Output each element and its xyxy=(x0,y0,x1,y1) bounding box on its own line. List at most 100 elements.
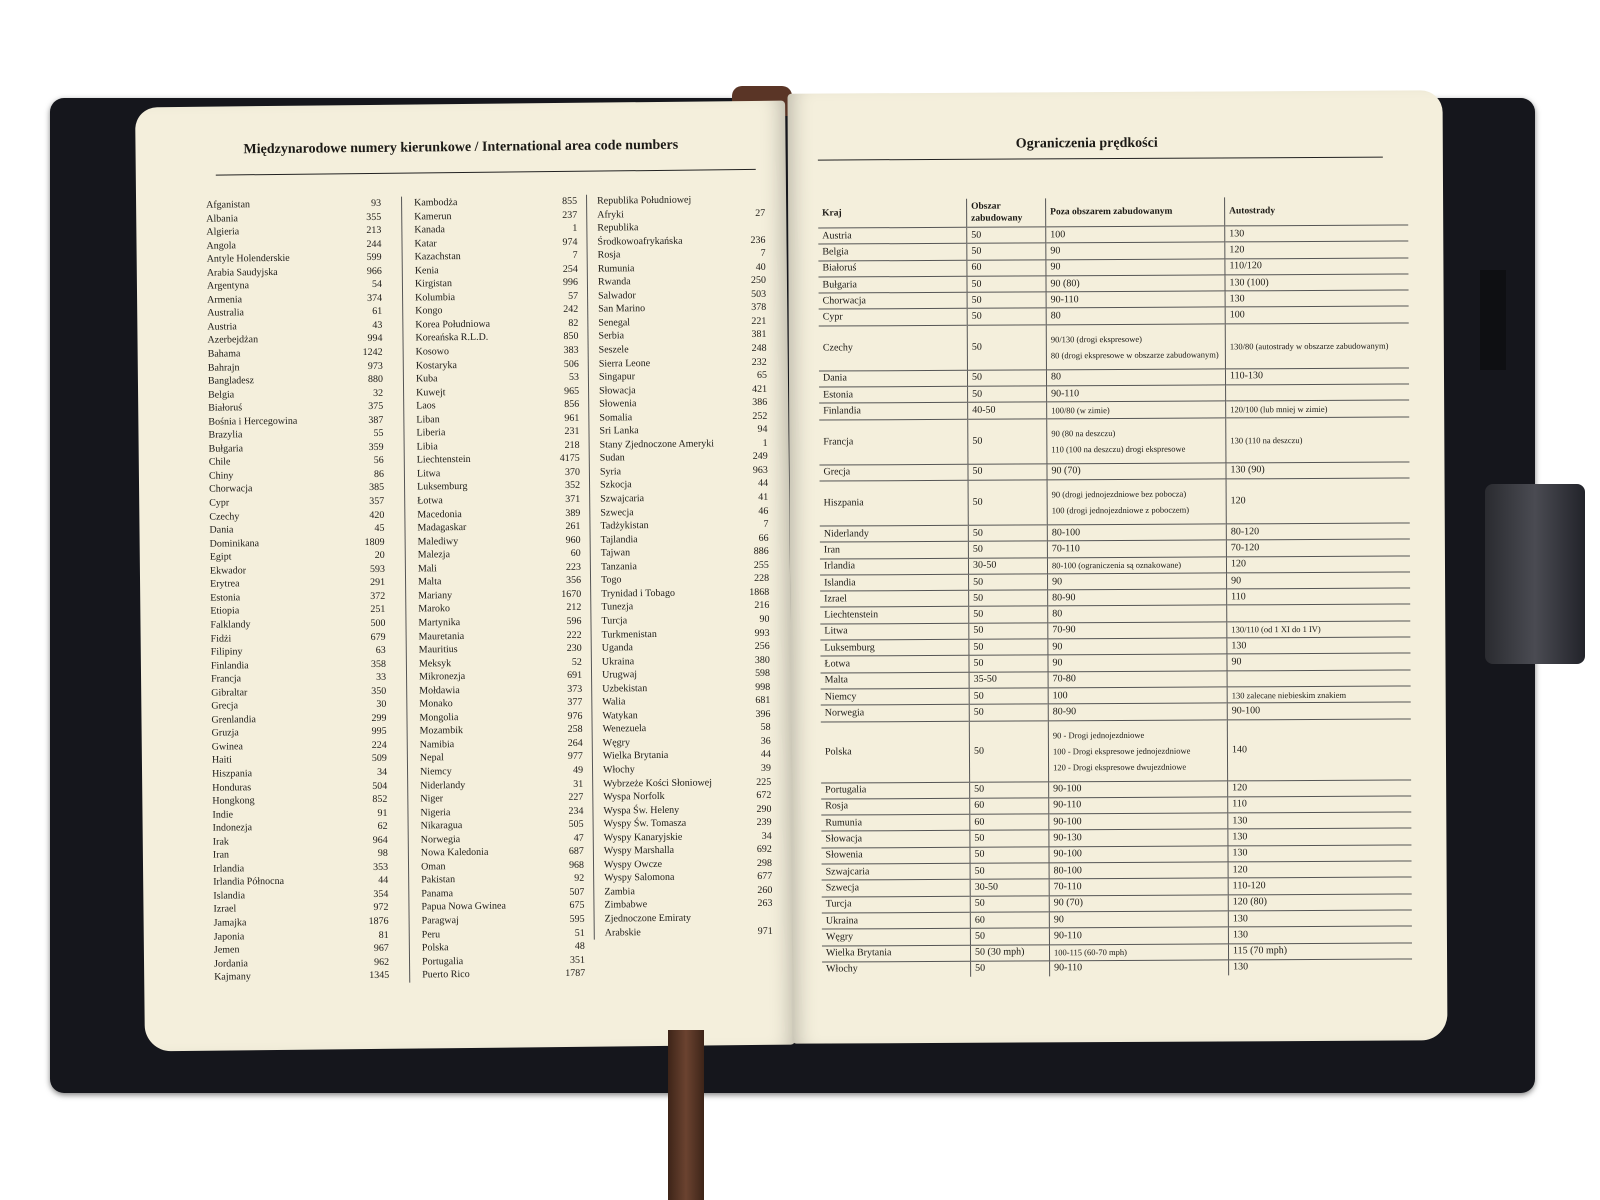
cell-line: 120 xyxy=(1232,863,1248,876)
cell-motorways: 100 xyxy=(1225,306,1409,324)
cell-motorways: 130 xyxy=(1228,909,1412,928)
cell-built-up: 50 xyxy=(969,720,1049,782)
cell-built-up: 60 xyxy=(969,797,1049,815)
header-outside-built-up: Poza obszarem zabudowanym xyxy=(1045,197,1225,227)
country-name: Irlandia xyxy=(212,863,245,875)
dialing-code: 32 xyxy=(373,387,384,399)
dialing-code: 239 xyxy=(756,816,772,829)
country-name: Rumunia xyxy=(597,262,635,275)
cell-motorways: 120 xyxy=(1228,860,1412,879)
country-name: Urugwaj xyxy=(601,669,638,681)
country-name: Indonezja xyxy=(212,822,253,834)
country-name: Macedonia xyxy=(417,508,462,521)
cell-built-up: 50 xyxy=(967,369,1047,387)
cell-country: Wielka Brytania xyxy=(821,944,971,962)
country-name: Grenlandia xyxy=(211,713,256,726)
cell-motorways: 130 xyxy=(1225,290,1409,308)
dialing-code: 224 xyxy=(371,739,387,751)
dialing-code: 973 xyxy=(367,360,383,372)
cell-country: Luksemburg xyxy=(820,639,969,657)
country-name: Paragwaj xyxy=(421,915,459,927)
country-name: Kirgistan xyxy=(414,278,453,290)
cell-country: Cypr xyxy=(818,308,968,326)
country-name: Czechy xyxy=(209,510,240,523)
country-name: Albania xyxy=(206,212,238,225)
cell-country: Ukraina xyxy=(821,912,971,930)
dialing-code: 40 xyxy=(755,261,766,273)
country-name: Mołdawia xyxy=(419,684,460,697)
cell-outside-built-up: 90 xyxy=(1047,637,1227,656)
country-name: Australia xyxy=(207,307,244,320)
cell-outside-built-up: 80-100 xyxy=(1047,523,1227,542)
dialing-code: 378 xyxy=(751,302,767,314)
dialing-code: 993 xyxy=(754,627,770,639)
cell-line xyxy=(1231,613,1406,614)
country-name: Mauritius xyxy=(418,644,458,656)
dialing-code: 357 xyxy=(369,495,385,508)
dialing-code: 81 xyxy=(378,929,389,941)
cell-motorways: 140 xyxy=(1227,718,1412,781)
country-name: Ukraina xyxy=(601,655,635,668)
dialing-code: 974 xyxy=(562,236,578,248)
cell-motorways: 120 xyxy=(1226,477,1410,524)
country-name: Malediwy xyxy=(417,535,459,548)
country-name: Togo xyxy=(600,574,622,586)
dialing-code: 1876 xyxy=(368,915,389,928)
dialing-code: 960 xyxy=(565,534,581,546)
dialing-code: 56 xyxy=(373,455,384,467)
dialing-code: 242 xyxy=(563,304,579,316)
cell-line: 120 xyxy=(1230,558,1247,570)
country-name: Stany Zjednoczone Ameryki xyxy=(599,438,715,451)
page-title: Ograniczenia prędkości xyxy=(1015,135,1158,152)
country-name: Liban xyxy=(416,414,440,426)
cell-line: 90 (drogi jednojezdniowe bez pobocza) xyxy=(1051,488,1187,500)
country-name: Włochy xyxy=(602,764,635,776)
country-name: Madagaskar xyxy=(417,522,467,534)
cell-line: 100 (drogi jednojezdniowe z poboczem) xyxy=(1051,504,1190,516)
cell-line: 70-110 xyxy=(1051,543,1080,555)
cell-line: 90 xyxy=(1053,913,1064,925)
cell-line: 90 xyxy=(1052,640,1063,653)
cell-country: Litwa xyxy=(820,623,969,641)
country-name: Trynidad i Tobago xyxy=(601,587,675,600)
cell-built-up: 50 xyxy=(967,463,1048,481)
dialing-code: 93 xyxy=(371,197,382,209)
dialing-code: 7 xyxy=(572,249,578,262)
country-name: Indie xyxy=(212,809,234,821)
cell-line: 120 (80) xyxy=(1232,896,1267,908)
dialing-code: 677 xyxy=(757,871,773,883)
cell-line: 90-100 xyxy=(1231,705,1261,717)
dialing-code: 49 xyxy=(572,764,584,776)
country-name: Słowacja xyxy=(599,384,636,397)
dialing-code: 374 xyxy=(367,292,383,304)
country-name: Wyspy Salomona xyxy=(604,872,675,884)
dialing-code: 375 xyxy=(368,401,384,413)
header-country: Kraj xyxy=(822,208,842,219)
cell-line: 90 xyxy=(1052,657,1063,669)
cell-country: Rosja xyxy=(821,798,970,816)
cell-outside-built-up: 80-90 xyxy=(1047,589,1227,607)
table-header-row: Kraj Obszar zabudowany Poza obszarem zab… xyxy=(818,196,1409,228)
cell-outside-built-up: 100 xyxy=(1048,686,1228,705)
country-name: Wenezuela xyxy=(602,723,647,735)
cell-line: 90 - Drogi jednojezdniowe xyxy=(1052,729,1145,740)
dialing-code: 373 xyxy=(567,683,583,695)
country-name: Syria xyxy=(599,466,622,478)
elastic-strap xyxy=(1480,270,1506,370)
country-name: Wyspy Marshalla xyxy=(603,845,675,857)
cell-outside-built-up: 90-110 xyxy=(1046,385,1226,403)
dialing-code: 880 xyxy=(367,373,383,386)
dialing-code: 258 xyxy=(567,724,583,736)
dialing-code: 350 xyxy=(371,685,387,697)
speed-limit-table-body: Austria 50 100 130 Belgia 50 90 120 Białoruś 60 90… xyxy=(818,224,1413,978)
dialing-code: 44 xyxy=(378,875,389,887)
dialing-code: 263 xyxy=(757,898,773,910)
cell-outside-built-up: 90-110 xyxy=(1049,959,1229,977)
cell-line: 130 xyxy=(1233,961,1249,973)
cell-line: 90 xyxy=(1050,245,1061,257)
dialing-code: 55 xyxy=(373,428,384,440)
cell-built-up: 50 xyxy=(967,418,1047,464)
dialing-code: 692 xyxy=(756,844,772,856)
cell-built-up: 50 xyxy=(967,292,1047,309)
area-code-entry: Kajmany 1345 xyxy=(214,969,389,984)
